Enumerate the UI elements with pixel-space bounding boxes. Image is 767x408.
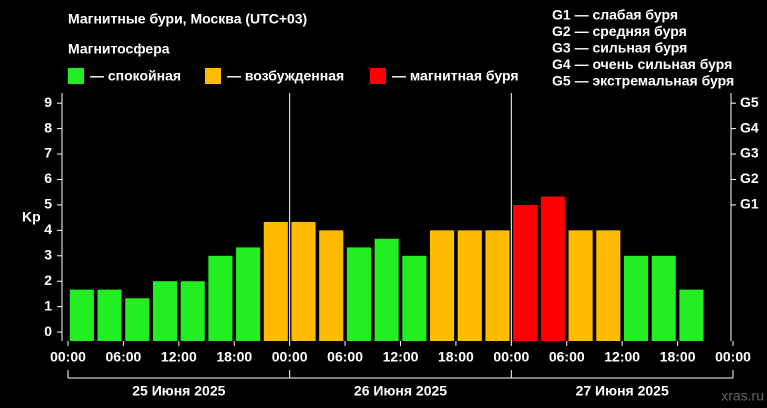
bar xyxy=(236,247,261,341)
x-tick-label: 12:00 xyxy=(604,349,640,365)
y-tick-label: 4 xyxy=(44,221,52,237)
bar xyxy=(540,196,565,341)
y-tick-label: 9 xyxy=(44,94,52,110)
y-tick-label: 0 xyxy=(44,323,52,339)
bar xyxy=(596,230,621,341)
bar xyxy=(69,289,94,341)
bar xyxy=(457,230,482,341)
legend-swatch xyxy=(68,68,84,84)
y2-tick-label: G4 xyxy=(740,119,759,135)
watermark: xras.ru xyxy=(721,388,764,404)
y-axis-label: Kp xyxy=(22,209,41,225)
x-tick-label: 00:00 xyxy=(272,349,308,365)
day-label: 25 Июня 2025 xyxy=(132,383,225,399)
y-tick-label: 1 xyxy=(44,297,52,313)
legend-swatch xyxy=(205,68,221,84)
x-tick-label: 18:00 xyxy=(216,349,252,365)
legend-label: — спокойная xyxy=(90,68,181,84)
bar xyxy=(319,230,344,341)
y2-tick-label: G2 xyxy=(740,170,759,186)
x-tick-label: 06:00 xyxy=(106,349,142,365)
y-tick-label: 2 xyxy=(44,272,52,288)
bar xyxy=(651,255,676,341)
y2-tick-label: G5 xyxy=(740,94,759,110)
bar xyxy=(180,281,205,341)
storm-scale-item: G1 — слабая буря xyxy=(552,7,678,23)
y-tick-label: 5 xyxy=(44,196,52,212)
y-tick-label: 8 xyxy=(44,119,52,135)
bar xyxy=(568,230,593,341)
legend-label: — магнитная буря xyxy=(392,68,519,84)
storm-scale-item: G2 — средняя буря xyxy=(552,23,687,39)
storm-scale-item: G3 — сильная буря xyxy=(552,40,687,56)
x-tick-label: 00:00 xyxy=(493,349,529,365)
y2-tick-label: G1 xyxy=(740,196,759,212)
bar xyxy=(679,289,704,341)
y-tick-label: 3 xyxy=(44,246,52,262)
bar xyxy=(125,298,150,341)
chart-title: Магнитные бури, Москва (UTC+03) xyxy=(68,11,307,27)
bar xyxy=(208,255,233,341)
day-label: 26 Июня 2025 xyxy=(354,383,447,399)
x-tick-label: 06:00 xyxy=(327,349,363,365)
bar xyxy=(374,238,399,341)
bar xyxy=(402,255,427,341)
legend-swatch xyxy=(370,68,386,84)
bar xyxy=(430,230,455,341)
y-tick-label: 6 xyxy=(44,170,52,186)
x-tick-label: 06:00 xyxy=(549,349,585,365)
legend-title: Магнитосфера xyxy=(68,41,170,57)
bar xyxy=(346,247,371,341)
bar xyxy=(97,289,122,341)
x-tick-label: 18:00 xyxy=(438,349,474,365)
y-tick-label: 7 xyxy=(44,145,52,161)
bar xyxy=(623,255,649,341)
bar xyxy=(152,281,178,341)
bar xyxy=(513,204,538,341)
x-tick-label: 12:00 xyxy=(161,349,197,365)
x-tick-label: 12:00 xyxy=(383,349,419,365)
bar xyxy=(485,230,510,341)
bar xyxy=(291,221,316,341)
storm-scale-item: G4 — очень сильная буря xyxy=(552,56,732,72)
storm-scale-item: G5 — экстремальная буря xyxy=(552,73,734,89)
x-tick-label: 00:00 xyxy=(715,349,751,365)
x-tick-label: 18:00 xyxy=(660,349,696,365)
legend-label: — возбужденная xyxy=(227,68,344,84)
y2-tick-label: G3 xyxy=(740,145,759,161)
x-tick-label: 00:00 xyxy=(50,349,86,365)
bar xyxy=(263,221,288,341)
day-label: 27 Июня 2025 xyxy=(576,383,669,399)
